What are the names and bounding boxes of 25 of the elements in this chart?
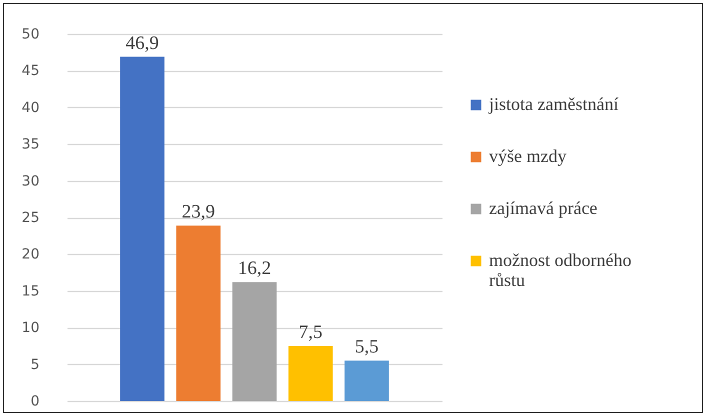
data-label: 16,2 [238,258,272,280]
data-label: 23,9 [182,202,216,223]
y-tick-label: 0 [30,394,40,410]
legend-label: jistota zaměstnání [488,94,618,114]
y-tick-label: 20 [22,246,40,263]
y-tick-label: 5 [30,356,40,373]
legend-label: možnost odborného růstu [489,250,632,290]
y-tick-label: 50 [22,26,40,42]
bar [120,56,164,401]
bar [344,360,389,401]
data-label: 5,5 [354,336,379,358]
y-tick-label: 10 [22,320,40,336]
y-tick-label: 40 [22,100,40,116]
data-label: 7,5 [298,322,322,343]
y-tick-label: 45 [22,63,40,80]
y-tick-label: 30 [22,173,40,190]
bar [176,226,221,401]
legend-label: zajímavá práce [489,198,598,218]
bar [288,346,333,401]
legend-label: výše mzdy [489,146,566,166]
data-label: 46,9 [126,32,159,54]
y-tick-label: 35 [22,136,40,153]
y-tick-label: 25 [22,210,40,226]
y-tick-label: 15 [22,283,40,300]
bar [232,282,277,401]
